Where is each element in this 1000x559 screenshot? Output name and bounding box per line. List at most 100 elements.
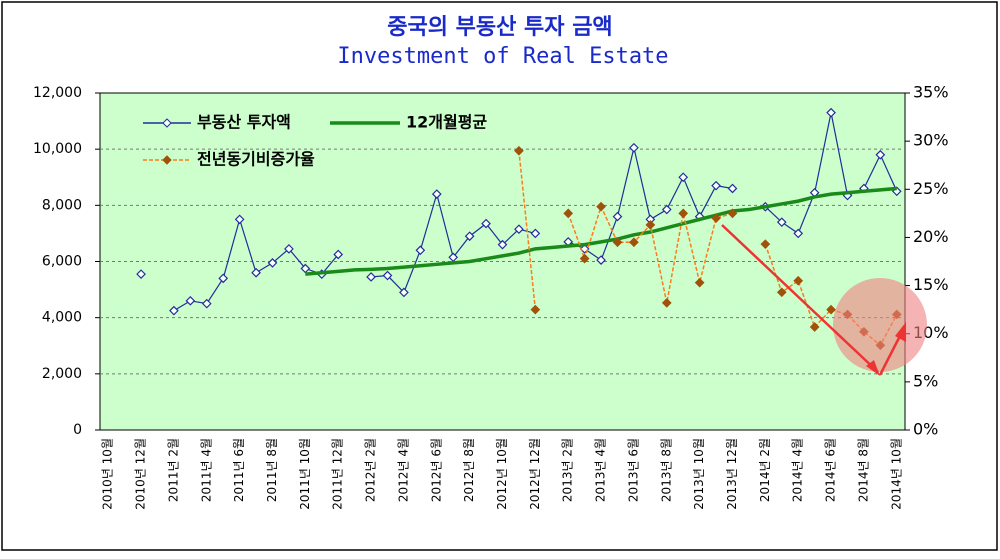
data-point: [793, 228, 804, 239]
data-point: [809, 322, 820, 332]
data-point: [382, 270, 393, 281]
x-tick-label: 2012년 8월: [462, 438, 476, 502]
x-tick-label: 2013년 2월: [561, 438, 575, 502]
data-point: [760, 239, 771, 250]
data-point: [431, 189, 442, 199]
x-tick-label: 2013년 4월: [594, 438, 608, 502]
data-point: [201, 298, 212, 309]
x-tick-label: 2013년 12월: [725, 438, 739, 510]
y2-tick-label: 35%: [913, 83, 949, 102]
x-tick-label: 2012년 10월: [495, 438, 509, 510]
chart-subtitle: Investment of Real Estate: [337, 44, 668, 69]
x-tick-label: 2014년 6월: [824, 438, 838, 502]
legend-label: 12개월평균: [406, 113, 487, 132]
data-point: [678, 208, 689, 219]
y-tick-label: 0: [73, 422, 82, 438]
data-point: [136, 269, 146, 279]
data-point: [776, 287, 787, 298]
data-point: [366, 272, 376, 282]
x-tick-label: 2013년 10월: [692, 438, 706, 510]
chart-title: 중국의 부동산 투자 금액: [387, 15, 612, 40]
x-tick-label: 2013년 8월: [659, 438, 673, 502]
y2-tick-label: 5%: [913, 371, 938, 390]
x-tick-label: 2011년 2월: [166, 438, 180, 502]
x-tick-label: 2011년 12월: [331, 438, 345, 510]
arrow-head: [866, 360, 880, 376]
y2-tick-label: 20%: [913, 227, 949, 246]
data-point: [711, 213, 721, 224]
y-tick-label: 12,000: [33, 85, 82, 101]
y-tick-label: 2,000: [42, 366, 82, 382]
data-point: [234, 214, 245, 225]
x-tick-label: 2014년 10월: [889, 438, 903, 510]
data-point: [826, 107, 836, 118]
data-point: [629, 142, 639, 153]
x-tick-label: 2014년 2월: [758, 438, 772, 502]
data-point: [826, 304, 836, 315]
x-tick-label: 2011년 8월: [265, 438, 279, 502]
data-point: [185, 295, 196, 306]
data-point: [218, 273, 229, 284]
x-tick-label: 2011년 10월: [298, 438, 312, 510]
data-point: [514, 145, 524, 156]
data-point: [661, 298, 672, 308]
data-point: [645, 220, 656, 230]
data-point: [612, 237, 623, 248]
data-point: [497, 239, 508, 250]
data-point: [481, 218, 491, 229]
data-point: [776, 217, 787, 228]
data-point: [875, 149, 886, 160]
data-point: [711, 180, 721, 191]
x-tick-label: 2014년 8월: [856, 438, 870, 502]
y2-tick-label: 30%: [913, 131, 949, 150]
data-point: [169, 305, 179, 316]
x-tick-label: 2012년 12월: [528, 438, 542, 510]
legend-label: 전년동기비증가율: [197, 150, 315, 169]
y-tick-label: 8,000: [42, 197, 82, 213]
data-point: [530, 304, 541, 315]
data-point: [530, 228, 541, 239]
data-point: [596, 255, 606, 265]
y-tick-label: 6,000: [42, 254, 82, 270]
y2-tick-label: 25%: [913, 179, 949, 198]
data-point: [596, 201, 606, 212]
y2-tick-label: 15%: [913, 275, 949, 294]
data-point: [267, 258, 278, 268]
data-point: [727, 208, 738, 219]
data-point: [284, 244, 294, 254]
data-point: [694, 277, 705, 288]
data-point: [514, 224, 524, 235]
data-point: [661, 204, 672, 215]
y-tick-label: 10,000: [33, 141, 82, 157]
arrow-head: [895, 322, 906, 342]
data-point: [727, 183, 738, 194]
x-tick-label: 2011년 4월: [199, 438, 213, 502]
data-point: [251, 267, 261, 278]
data-point: [464, 231, 475, 242]
x-tick-label: 2012년 2월: [364, 438, 378, 502]
legend-marker: [162, 155, 172, 165]
data-point: [333, 249, 344, 260]
y2-tick-label: 0%: [913, 420, 938, 439]
data-point: [415, 245, 426, 256]
x-tick-label: 2011년 6월: [232, 438, 246, 502]
x-tick-label: 2010년 10월: [101, 438, 115, 510]
data-point: [678, 172, 689, 183]
arrow: [721, 224, 879, 373]
data-point: [793, 275, 804, 286]
highlight-circle: [833, 278, 927, 372]
data-point: [612, 211, 623, 222]
x-tick-label: 2012년 4월: [396, 438, 410, 502]
data-point: [399, 287, 409, 298]
legend-marker: [162, 118, 172, 128]
series-line: [305, 186, 897, 276]
y-tick-label: 4,000: [42, 310, 82, 326]
data-point: [563, 208, 574, 219]
legend-label: 부동산 투자액: [197, 113, 291, 132]
x-tick-label: 2013년 6월: [626, 438, 640, 502]
data-point: [579, 253, 590, 264]
x-tick-label: 2012년 6월: [429, 438, 443, 502]
x-tick-label: 2010년 12월: [134, 438, 148, 510]
x-tick-label: 2014년 4월: [791, 438, 805, 502]
